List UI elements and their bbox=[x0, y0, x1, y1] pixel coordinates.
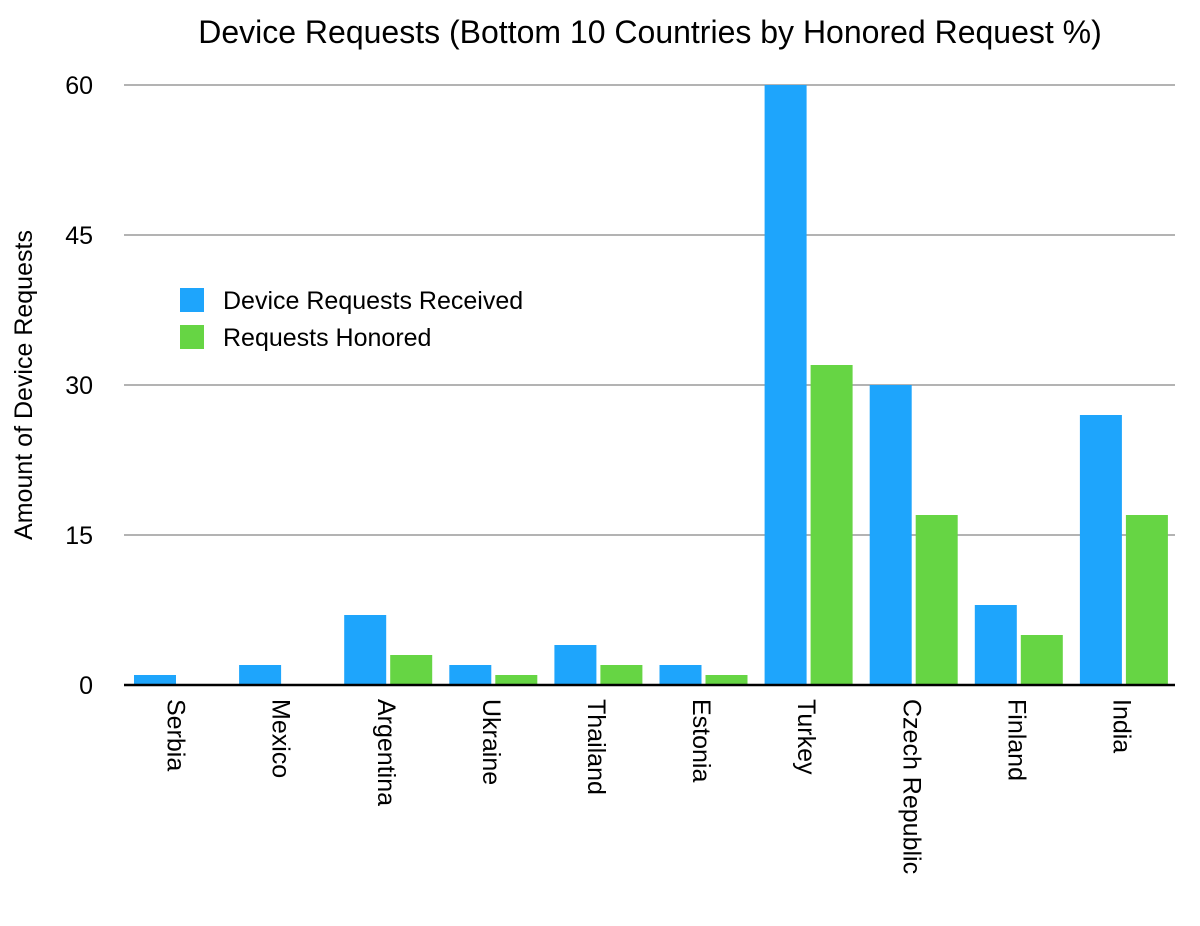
y-tick-label-60: 60 bbox=[65, 72, 93, 100]
bar-mexico-device-requests-received bbox=[239, 665, 282, 685]
x-tick-label-estonia: Estonia bbox=[687, 699, 715, 782]
bar-finland-device-requests-received bbox=[974, 605, 1017, 685]
bar-argentina-device-requests-received bbox=[344, 615, 387, 685]
x-tick-label-czech-republic: Czech Republic bbox=[897, 699, 925, 874]
bar-india-device-requests-received bbox=[1079, 415, 1122, 685]
x-tick-label-argentina: Argentina bbox=[372, 699, 400, 806]
chart-title: Device Requests (Bottom 10 Countries by … bbox=[198, 14, 1102, 50]
bar-ukraine-device-requests-received bbox=[449, 665, 492, 685]
bar-estonia-device-requests-received bbox=[659, 665, 702, 685]
bar-india-requests-honored bbox=[1125, 515, 1168, 685]
y-axis-label: Amount of Device Requests bbox=[10, 230, 38, 540]
y-tick-label-0: 0 bbox=[79, 672, 93, 700]
x-tick-label-ukraine: Ukraine bbox=[477, 699, 505, 785]
bar-thailand-requests-honored bbox=[600, 665, 643, 685]
gridlines bbox=[124, 84, 1175, 536]
bar-serbia-device-requests-received bbox=[134, 675, 176, 685]
bar-turkey-device-requests-received bbox=[764, 85, 807, 685]
y-tick-label-45: 45 bbox=[65, 222, 93, 250]
bar-czech-republic-device-requests-received bbox=[869, 385, 912, 685]
legend-swatch-device-requests-received bbox=[180, 288, 204, 312]
bar-turkey-requests-honored bbox=[810, 365, 853, 685]
y-tick-label-30: 30 bbox=[65, 372, 93, 400]
y-axis-ticks: 0 15 30 45 60 bbox=[65, 72, 93, 700]
x-tick-label-finland: Finland bbox=[1002, 699, 1030, 781]
x-tick-label-thailand: Thailand bbox=[582, 699, 610, 795]
bar-thailand-device-requests-received bbox=[554, 645, 597, 685]
bar-czech-republic-requests-honored bbox=[915, 515, 958, 685]
x-tick-label-turkey: Turkey bbox=[792, 699, 820, 775]
legend-label-requests-honored: Requests Honored bbox=[223, 324, 431, 352]
x-tick-label-serbia: Serbia bbox=[162, 699, 190, 771]
legend: Device Requests Received Requests Honore… bbox=[180, 287, 523, 352]
bar-argentina-requests-honored bbox=[390, 655, 433, 685]
x-axis-category-labels: Serbia Mexico Argentina Ukraine Thailand Esto… bbox=[162, 699, 1136, 874]
legend-swatch-requests-honored bbox=[180, 325, 204, 349]
bar-ukraine-requests-honored bbox=[495, 675, 538, 685]
y-tick-label-15: 15 bbox=[65, 522, 93, 550]
bar-finland-requests-honored bbox=[1020, 635, 1063, 685]
legend-label-device-requests-received: Device Requests Received bbox=[223, 287, 523, 315]
x-tick-label-india: India bbox=[1107, 699, 1135, 753]
bars bbox=[134, 85, 1168, 685]
bar-estonia-requests-honored bbox=[705, 675, 748, 685]
x-tick-label-mexico: Mexico bbox=[267, 699, 295, 778]
